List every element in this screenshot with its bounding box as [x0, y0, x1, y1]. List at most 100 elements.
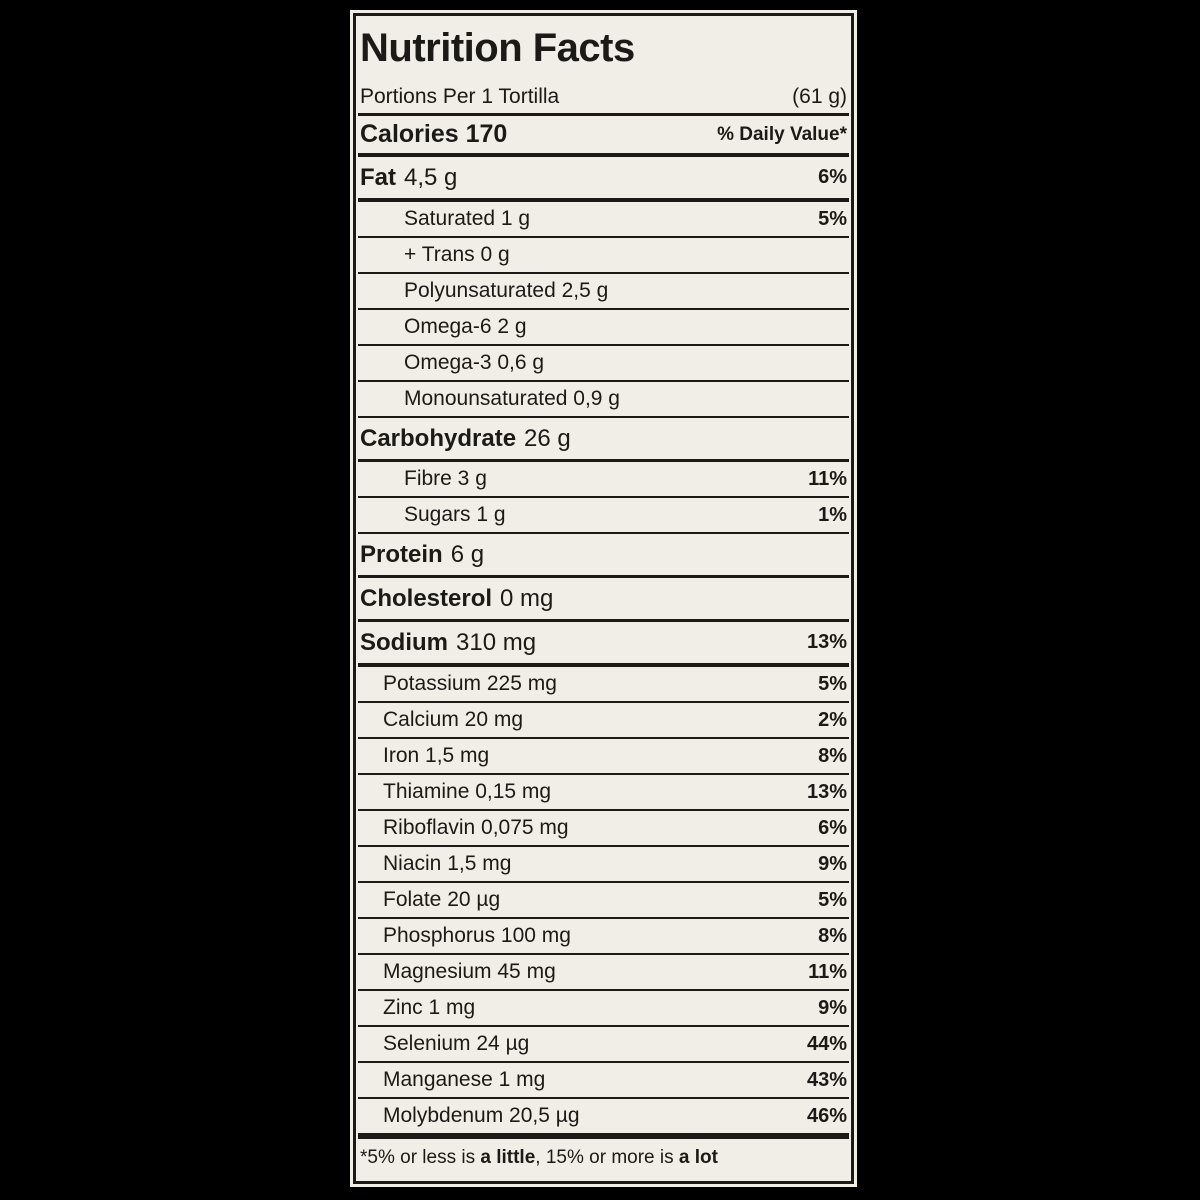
nutrient-row-thiamine-0-15-mg: Thiamine 0,15 mg 13%	[358, 775, 849, 809]
nutrition-facts-label: Nutrition Facts Portions Per 1 Tortilla …	[350, 10, 857, 1187]
divider-manganese-1-mg	[358, 1097, 849, 1099]
nutrient-percent: 1%	[818, 503, 847, 526]
divider-magnesium-45-mg	[358, 989, 849, 991]
nutrient-amount: 0 mg	[500, 584, 554, 612]
nutrient-amount: Selenium 24 µg	[383, 1032, 530, 1055]
divider-sugars-1-g	[358, 532, 849, 534]
calories-row: Calories 170 % Daily Value*	[358, 116, 849, 153]
label-title: Nutrition Facts	[360, 26, 635, 70]
nutrient-row-sugars-1-g: Sugars 1 g 1%	[358, 498, 849, 532]
nutrient-amount: Monounsaturated 0,9 g	[404, 387, 620, 410]
nutrient-amount: Saturated 1 g	[404, 207, 531, 230]
serving-label: Portions Per 1 Tortilla	[360, 84, 560, 108]
divider-serving	[358, 113, 849, 116]
nutrient-row-iron-1-5-mg: Iron 1,5 mg 8%	[358, 739, 849, 773]
divider-polyunsaturated-2-5-g	[358, 308, 849, 310]
nutrient-row-sodium: Sodium 310 mg 13%	[358, 622, 849, 663]
divider-calories	[358, 153, 849, 157]
nutrient-row-monounsaturated-0-9-g: Monounsaturated 0,9 g	[358, 382, 849, 416]
nutrient-amount: Iron 1,5 mg	[383, 744, 490, 767]
nutrient-name: Fat	[360, 163, 396, 191]
divider-saturated-1-g	[358, 236, 849, 238]
nutrient-percent: 5%	[818, 207, 847, 230]
nutrient-row-folate-20-g: Folate 20 µg 5%	[358, 883, 849, 917]
nutrient-row-protein: Protein 6 g	[358, 534, 849, 575]
nutrient-amount: 6 g	[450, 540, 485, 568]
nutrient-name: Cholesterol	[360, 584, 493, 612]
nutrient-row-calcium-20-mg: Calcium 20 mg 2%	[358, 703, 849, 737]
nutrient-amount: Molybdenum 20,5 µg	[383, 1104, 580, 1127]
divider-molybdenum-20-5-g	[358, 1133, 849, 1139]
divider-iron-1-5-mg	[358, 773, 849, 775]
nutrient-amount: Omega-6 2 g	[404, 315, 527, 338]
nutrient-amount: Zinc 1 mg	[383, 996, 476, 1019]
nutrient-name: Carbohydrate	[360, 424, 517, 452]
nutrient-row-cholesterol: Cholesterol 0 mg	[358, 578, 849, 619]
nutrient-percent: 6%	[818, 816, 847, 839]
calories-label: Calories 170	[360, 120, 508, 148]
nutrient-row-carbohydrate: Carbohydrate 26 g	[358, 418, 849, 459]
divider-riboflavin-0-075-mg	[358, 845, 849, 847]
nutrient-amount: Manganese 1 mg	[383, 1068, 546, 1091]
nutrient-percent: 13%	[806, 631, 847, 653]
nutrient-row-magnesium-45-mg: Magnesium 45 mg 11%	[358, 955, 849, 989]
nutrient-row-polyunsaturated-2-5-g: Polyunsaturated 2,5 g	[358, 274, 849, 308]
divider-trans-0-g	[358, 272, 849, 274]
nutrient-amount: Sugars 1 g	[404, 503, 506, 526]
divider-omega-6-2-g	[358, 344, 849, 346]
nutrient-percent: 9%	[818, 852, 847, 875]
nutrient-row-fat: Fat 4,5 g 6%	[358, 157, 849, 198]
label-body: Nutrition Facts Portions Per 1 Tortilla …	[353, 13, 854, 1184]
daily-value-header: % Daily Value*	[717, 123, 847, 145]
nutrient-row-saturated-1-g: Saturated 1 g 5%	[358, 202, 849, 236]
nutrient-row-zinc-1-mg: Zinc 1 mg 9%	[358, 991, 849, 1025]
divider-monounsaturated-0-9-g	[358, 416, 849, 418]
nutrient-percent: 5%	[818, 672, 847, 695]
nutrient-percent: 13%	[806, 780, 847, 803]
footnote-segment: a little	[480, 1147, 536, 1168]
nutrient-amount: Fibre 3 g	[404, 467, 487, 490]
nutrient-amount: Riboflavin 0,075 mg	[383, 816, 569, 839]
nutrient-amount: Folate 20 µg	[383, 888, 501, 911]
nutrient-row-molybdenum-20-5-g: Molybdenum 20,5 µg 46%	[358, 1099, 849, 1133]
nutrient-amount: Magnesium 45 mg	[383, 960, 556, 983]
nutrient-percent: 5%	[818, 888, 847, 911]
nutrient-row-manganese-1-mg: Manganese 1 mg 43%	[358, 1063, 849, 1097]
nutrient-amount: Omega-3 0,6 g	[404, 351, 545, 374]
nutrient-amount: Phosphorus 100 mg	[383, 924, 571, 947]
nutrient-row-omega-6-2-g: Omega-6 2 g	[358, 310, 849, 344]
nutrient-percent: 6%	[818, 166, 847, 188]
divider-fat	[358, 198, 849, 202]
nutrient-row-riboflavin-0-075-mg: Riboflavin 0,075 mg 6%	[358, 811, 849, 845]
nutrient-amount: Potassium 225 mg	[383, 672, 557, 695]
divider-cholesterol	[358, 619, 849, 622]
nutrient-name: Sodium	[360, 628, 448, 656]
nutrient-row-niacin-1-5-mg: Niacin 1,5 mg 9%	[358, 847, 849, 881]
divider-sodium	[358, 663, 849, 667]
divider-selenium-24-g	[358, 1061, 849, 1063]
divider-omega-3-0-6-g	[358, 380, 849, 382]
serving-amount: (61 g)	[792, 84, 847, 108]
nutrient-row-potassium-225-mg: Potassium 225 mg 5%	[358, 667, 849, 701]
divider-niacin-1-5-mg	[358, 881, 849, 883]
nutrient-percent: 8%	[818, 744, 847, 767]
nutrient-percent: 9%	[818, 996, 847, 1019]
nutrient-amount: 4,5 g	[404, 163, 458, 191]
nutrient-rows: Fat 4,5 g 6% Saturated 1 g 5% + Trans 0 g Poly…	[358, 157, 849, 1139]
divider-carbohydrate	[358, 459, 849, 462]
footnote: *5% or less is a little, 15% or more is …	[358, 1139, 849, 1179]
nutrient-percent: 11%	[808, 467, 847, 490]
nutrient-name: Protein	[360, 540, 443, 568]
nutrient-amount: Thiamine 0,15 mg	[383, 780, 552, 803]
divider-zinc-1-mg	[358, 1025, 849, 1027]
nutrient-amount: 310 mg	[456, 628, 537, 656]
divider-folate-20-g	[358, 917, 849, 919]
nutrient-percent: 46%	[806, 1104, 847, 1127]
nutrient-row-selenium-24-g: Selenium 24 µg 44%	[358, 1027, 849, 1061]
divider-calcium-20-mg	[358, 737, 849, 739]
nutrient-percent: 11%	[808, 960, 847, 983]
nutrient-percent: 43%	[806, 1068, 847, 1091]
footnote-segment: *5% or less is	[360, 1147, 481, 1168]
divider-thiamine-0-15-mg	[358, 809, 849, 811]
